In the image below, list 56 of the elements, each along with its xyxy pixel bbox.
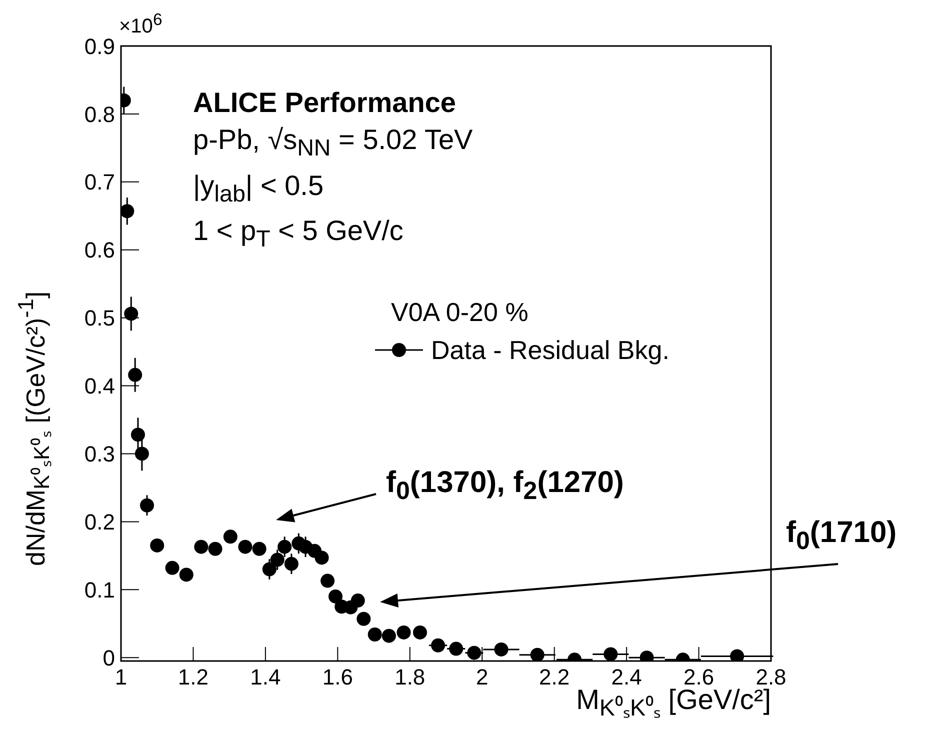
point bbox=[368, 627, 382, 642]
y-tick-label: 0.1 bbox=[84, 577, 115, 602]
point bbox=[356, 612, 371, 626]
x-tick-label: 1 bbox=[114, 664, 128, 690]
x-tick-label: 2.2 bbox=[539, 664, 570, 690]
point bbox=[238, 540, 252, 554]
y-tick-label: 0.5 bbox=[84, 306, 115, 331]
point bbox=[382, 628, 396, 643]
y-tick-label: 0.8 bbox=[84, 102, 115, 127]
x-tick-label: 1.4 bbox=[250, 664, 281, 690]
legend-label: Data - Residual Bkg. bbox=[431, 334, 670, 367]
point bbox=[396, 625, 411, 640]
point bbox=[604, 647, 618, 661]
point bbox=[121, 204, 134, 218]
x-tick-label: 1.6 bbox=[322, 664, 353, 690]
point bbox=[194, 540, 208, 554]
point bbox=[320, 574, 335, 588]
annotation: |y$_{lab}$| < 0.5 bbox=[193, 168, 325, 208]
annotation: f$_{0}$(1370), f$_{2}$(1270) bbox=[386, 466, 624, 506]
point bbox=[165, 560, 180, 575]
point bbox=[278, 540, 292, 554]
x-tick-label: 2 bbox=[476, 664, 488, 690]
point bbox=[530, 648, 544, 661]
point bbox=[252, 542, 266, 556]
point bbox=[270, 552, 284, 567]
legend-title: V0A 0-20 % bbox=[390, 296, 530, 329]
point bbox=[140, 498, 154, 512]
point bbox=[179, 568, 194, 582]
point bbox=[128, 368, 142, 382]
x-tick-label: 1.8 bbox=[394, 664, 426, 690]
text: f$_{0}$(1710) bbox=[786, 516, 897, 556]
annotation: p-Pb, √s$_{NN}$ = 5.02 TeV bbox=[193, 123, 473, 163]
point bbox=[314, 550, 329, 565]
point bbox=[223, 530, 238, 544]
y-tick-label: 0.7 bbox=[84, 170, 115, 195]
y-tick-label: 0.2 bbox=[84, 510, 115, 534]
y-tick-label: 0.9 bbox=[84, 34, 115, 59]
point bbox=[284, 556, 298, 571]
text: ×10$^{6}$ bbox=[119, 10, 162, 39]
point bbox=[208, 542, 222, 556]
point bbox=[130, 428, 145, 442]
y-tick-label: 0.3 bbox=[84, 442, 115, 467]
point bbox=[413, 625, 427, 640]
y-tick-label: 0.6 bbox=[84, 238, 115, 263]
y-tick-label: 0.4 bbox=[84, 374, 115, 399]
point bbox=[124, 306, 138, 321]
point bbox=[134, 446, 149, 461]
point bbox=[328, 589, 342, 604]
point bbox=[494, 642, 508, 656]
point bbox=[150, 538, 164, 552]
point bbox=[350, 594, 365, 608]
annotation: 1 < p$_{T}$ < 5 GeV/c bbox=[193, 214, 404, 254]
point bbox=[262, 562, 276, 576]
annotation: ALICE Performance bbox=[193, 86, 457, 120]
x-tick-label: 1.2 bbox=[178, 664, 209, 690]
y-tick-label: 0 bbox=[102, 645, 115, 670]
